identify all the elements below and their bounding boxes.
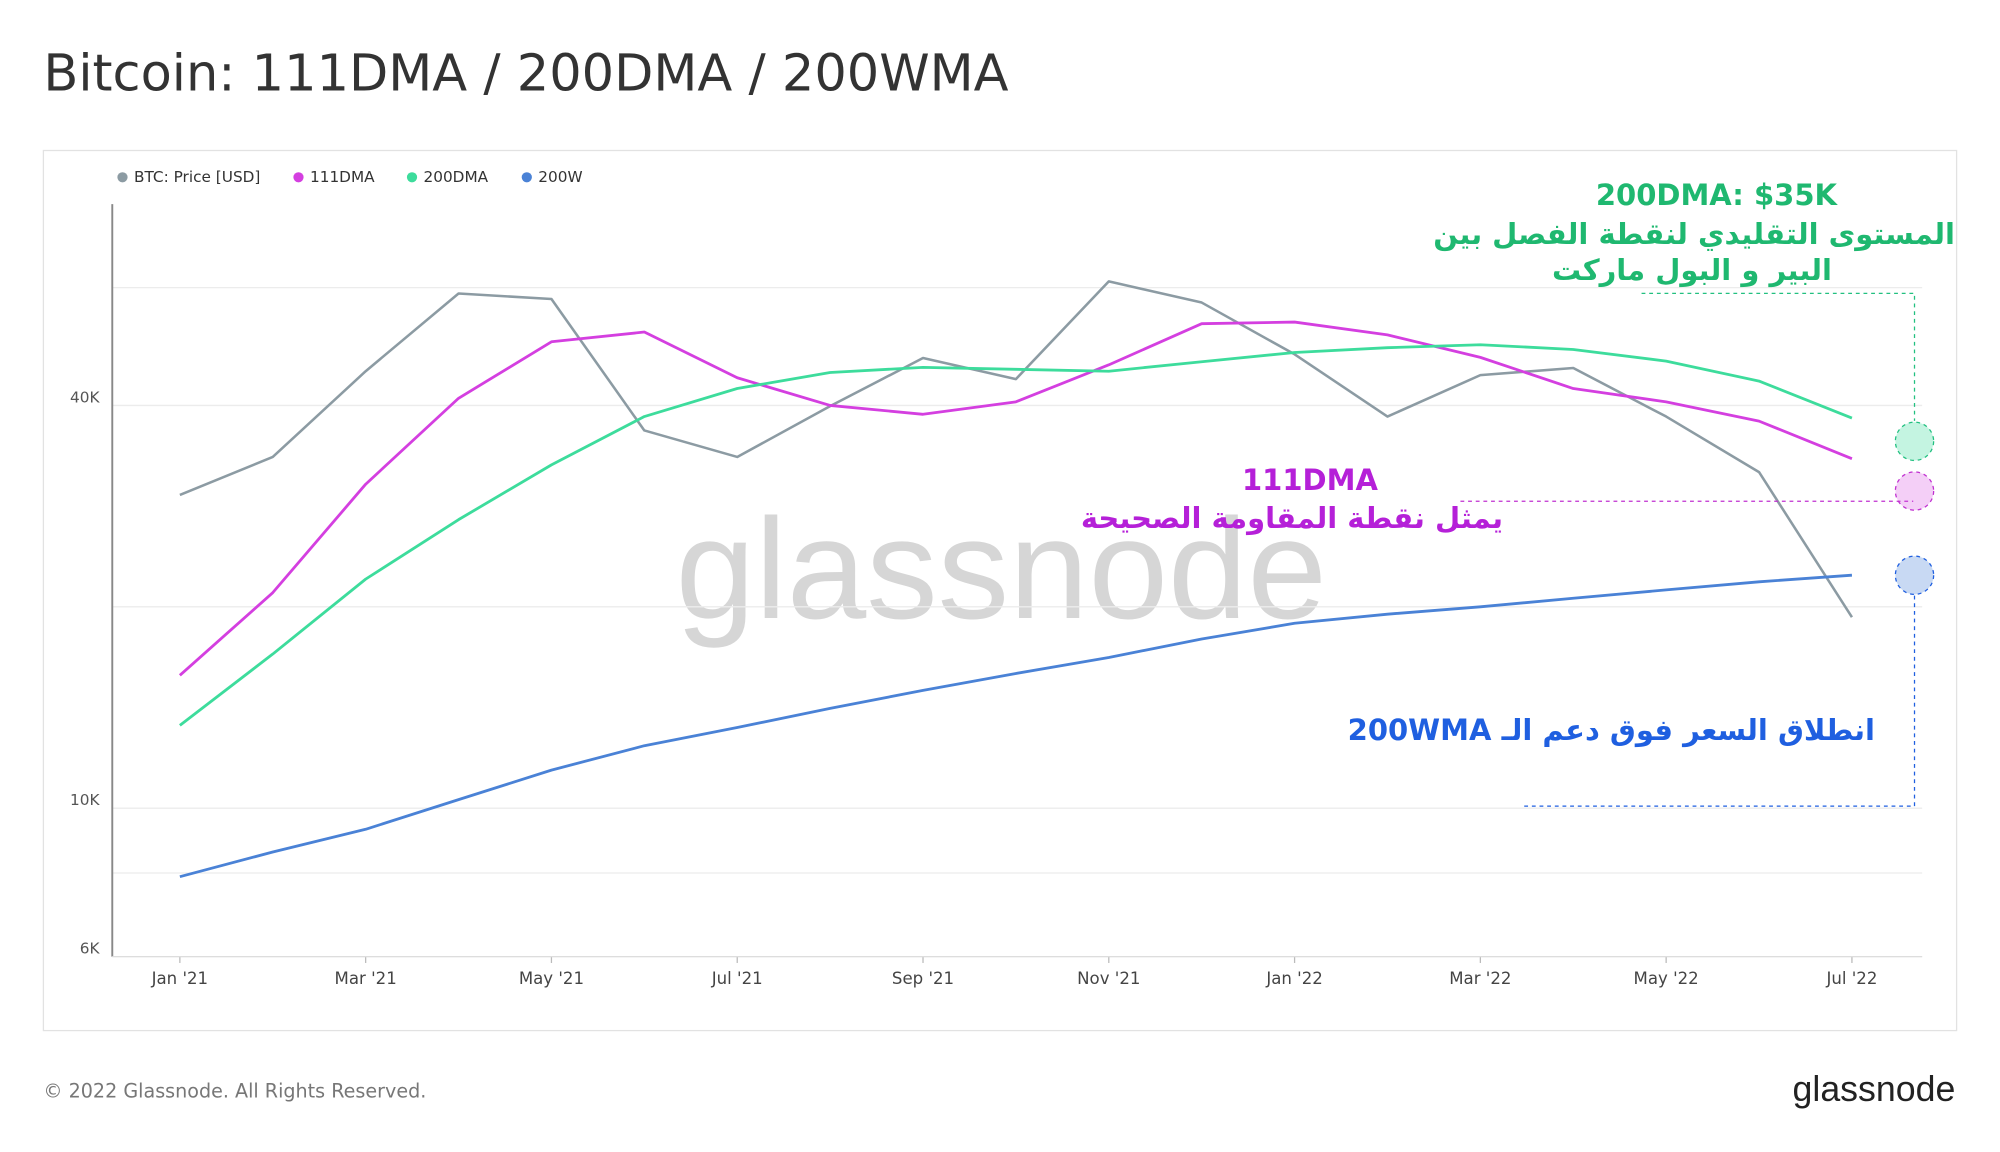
series-line — [179, 343, 1853, 727]
annotation: يمثل نقطة المقاومة الصحيحة — [1080, 501, 1503, 535]
y-tick-label: 40K — [70, 388, 100, 406]
legend: BTC: Price [USD] 111DMA 200DMA 200W — [117, 168, 583, 186]
x-tick-label: May '22 — [1634, 969, 1699, 988]
guide-200w — [1521, 595, 1916, 807]
marker-111dma — [1894, 471, 1935, 511]
annotation: المستوى التقليدي لنقطة الفصل بين — [1433, 217, 1955, 251]
legend-swatch — [117, 172, 128, 183]
y-tick-label: 10K — [70, 791, 100, 809]
y-tick-label: 6K — [80, 939, 101, 957]
marker-200dma — [1894, 421, 1935, 462]
x-tick-label: May '21 — [519, 969, 584, 988]
logo: glassnode — [1793, 1069, 1956, 1109]
watermark: glassnode — [676, 490, 1327, 649]
chart-title: Bitcoin: 111DMA / 200DMA / 200WMA — [43, 45, 1008, 104]
x-tick-label: Jul '22 — [1825, 969, 1877, 988]
x-tick-label: Jan '21 — [151, 969, 208, 988]
legend-label: BTC: Price [USD] — [134, 168, 260, 186]
legend-swatch — [293, 172, 304, 183]
legend-label: 111DMA — [310, 168, 375, 186]
legend-swatch — [521, 172, 532, 183]
legend-label: 200W — [538, 168, 582, 186]
annotation: 200DMA: $35K — [1595, 178, 1837, 212]
annotation: 111DMA — [1242, 463, 1378, 497]
legend-label: 200DMA — [423, 168, 488, 186]
marker-200w — [1894, 555, 1935, 596]
legend-swatch — [406, 172, 418, 183]
x-tick-label: Jan '22 — [1265, 969, 1322, 988]
footer: © 2022 Glassnode. All Rights Reserved. — [43, 1079, 426, 1102]
annotation: البير و البول ماركت — [1552, 253, 1832, 287]
x-tick-label: Sep '21 — [892, 969, 954, 988]
chart-frame — [42, 149, 1958, 1032]
series-line — [179, 280, 1854, 618]
x-tick-label: Mar '21 — [335, 969, 397, 988]
x-tick-label: Nov '21 — [1077, 969, 1140, 988]
x-tick-label: Jul '21 — [711, 969, 763, 988]
guide-200dma — [1641, 292, 1916, 421]
lines — [178, 280, 1854, 879]
series-line — [178, 320, 1853, 677]
series-line — [179, 573, 1853, 879]
x-tick-label: Mar '22 — [1449, 969, 1511, 988]
annotation: انطلاق السعر فوق دعم الـ 200WMA — [1347, 713, 1875, 747]
